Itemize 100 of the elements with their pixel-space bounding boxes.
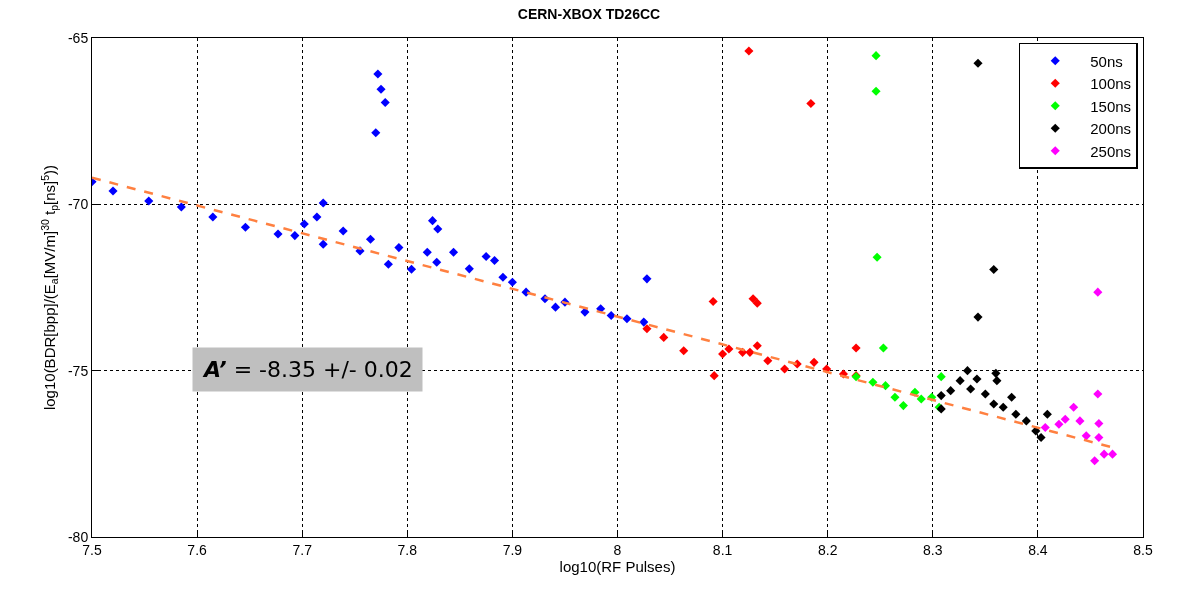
point: [338, 226, 348, 236]
point: [318, 198, 328, 208]
point: [872, 252, 882, 262]
y-tick-label: -65: [67, 29, 89, 46]
point: [763, 356, 773, 366]
point: [1042, 409, 1052, 419]
point: [642, 274, 652, 284]
point: [498, 272, 508, 282]
point: [962, 366, 973, 376]
point: [373, 69, 383, 79]
point: [1107, 449, 1118, 459]
point: [383, 259, 393, 269]
y-tick-label: -70: [67, 196, 89, 213]
point: [448, 247, 459, 257]
point: [433, 224, 443, 234]
point: [809, 357, 819, 367]
x-tick-label: 7.8: [397, 541, 418, 558]
point: [1040, 423, 1050, 433]
point: [507, 277, 517, 287]
x-tick-label: 7.6: [187, 541, 208, 558]
point: [708, 296, 718, 307]
point: [464, 264, 474, 274]
point: [208, 212, 218, 222]
point: [989, 264, 999, 275]
point: [273, 229, 283, 239]
point: [299, 219, 309, 229]
point: [642, 324, 652, 334]
point: [318, 239, 328, 249]
point: [966, 384, 976, 394]
point: [752, 298, 762, 308]
x-tick-label: 8: [613, 541, 622, 558]
point: [1060, 414, 1070, 424]
point: [427, 216, 438, 226]
point: [550, 302, 561, 312]
annotation: A’ = -8.35 +/- 0.02: [202, 357, 413, 382]
point: [1069, 402, 1079, 412]
x-tick-label: 8.2: [817, 541, 838, 558]
point: [972, 374, 982, 384]
point: [851, 343, 861, 353]
point: [898, 401, 908, 411]
point: [871, 51, 881, 61]
point: [622, 314, 632, 324]
point: [1011, 409, 1021, 419]
point: [1021, 416, 1031, 426]
point: [1093, 389, 1103, 399]
x-tick-label: 8.3: [923, 541, 943, 558]
x-tick-label: 8.5: [1133, 541, 1153, 558]
point: [1081, 431, 1091, 441]
point: [639, 317, 649, 327]
point: [998, 402, 1008, 412]
point: [992, 376, 1002, 386]
point: [1007, 392, 1017, 402]
point: [481, 252, 491, 262]
point: [376, 84, 386, 94]
x-tick-label: 8.4: [1028, 541, 1048, 558]
point: [989, 399, 999, 409]
point: [240, 222, 250, 232]
point: [745, 347, 755, 357]
point: [1075, 416, 1085, 426]
x-tick-label: 7.9: [502, 541, 523, 558]
point: [744, 46, 754, 56]
point: [709, 371, 719, 381]
point: [1094, 432, 1104, 443]
point: [422, 247, 432, 257]
point: [606, 310, 616, 320]
legend-label: 150ns: [1090, 97, 1132, 115]
point: [432, 257, 442, 267]
point: [973, 58, 983, 68]
point: [936, 391, 946, 401]
point: [312, 212, 322, 222]
x-axis-title: log10(RF Pulses): [559, 557, 676, 575]
point: [394, 243, 404, 253]
point: [946, 386, 956, 396]
legend-label: 50ns: [1090, 52, 1123, 70]
point: [1094, 419, 1104, 429]
point: [489, 256, 500, 266]
point: [371, 128, 381, 138]
y-tick-label: -75: [67, 362, 89, 379]
legend-label: 100ns: [1090, 75, 1132, 93]
legend-label: 200ns: [1090, 120, 1132, 138]
point: [1090, 456, 1100, 466]
point: [659, 332, 669, 342]
point: [176, 202, 186, 212]
point: [1093, 287, 1103, 297]
point: [878, 343, 888, 353]
legend-label: 250ns: [1090, 142, 1132, 160]
point: [871, 86, 881, 96]
point: [955, 376, 965, 386]
x-tick-label: 8.1: [712, 541, 733, 558]
point: [806, 98, 816, 109]
point: [916, 394, 926, 404]
point: [365, 234, 376, 244]
point: [108, 186, 118, 196]
x-tick-label: 7.7: [292, 541, 313, 558]
point: [936, 372, 946, 382]
point: [1099, 449, 1109, 459]
chart-title: CERN-XBOX TD26CC: [517, 5, 661, 22]
point: [718, 349, 728, 359]
point: [890, 392, 900, 402]
point: [752, 341, 762, 351]
